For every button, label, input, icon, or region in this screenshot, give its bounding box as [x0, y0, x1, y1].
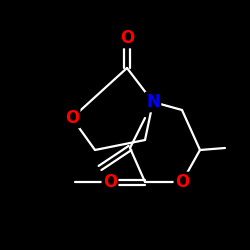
Text: O: O	[65, 109, 79, 127]
Text: O: O	[175, 173, 189, 191]
Text: O: O	[120, 29, 134, 47]
Text: N: N	[146, 93, 160, 111]
Text: O: O	[103, 173, 117, 191]
